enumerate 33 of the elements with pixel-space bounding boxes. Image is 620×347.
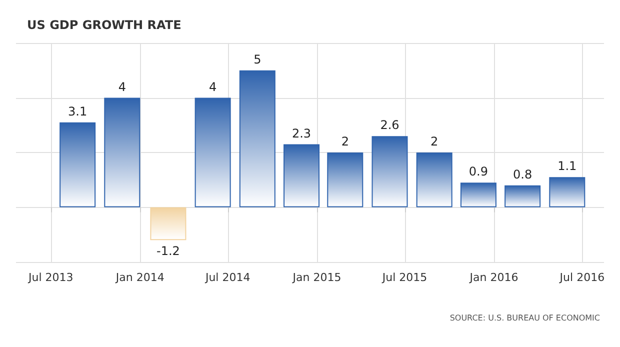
data-label: 2.6 [380,118,400,132]
bar [150,207,186,240]
x-tick-label: Jan 2015 [292,271,342,284]
data-label: 4 [118,80,126,94]
data-label: 4 [208,80,217,94]
x-tick-label: Jan 2014 [114,271,164,284]
x-tick-label: Jul 2014 [204,271,250,284]
data-label: 0.9 [468,164,488,179]
data-label: -1.2 [156,244,180,258]
bar [416,152,452,208]
data-label: 3.1 [68,104,88,118]
bar [460,182,496,208]
bar [239,70,276,208]
x-tick-label: Jul 2015 [381,271,428,284]
data-label: 0.8 [513,167,532,182]
data-label: 5 [254,52,262,66]
source-note: SOURCE: U.S. BUREAU OF ECONOMIC [450,314,600,322]
bar [372,136,408,208]
data-label: 1.1 [558,159,577,174]
bar [104,98,140,208]
x-tick-label: Jul 2016 [558,271,605,284]
x-tick-label: Jan 2016 [468,271,518,284]
bar [549,177,586,208]
data-label: 2.3 [292,126,312,140]
bar [327,152,364,208]
bar [284,144,320,208]
bar [60,122,96,208]
x-tick-label: Jul 2013 [28,271,74,284]
bar [504,185,541,208]
chart-title: US GDP GROWTH RATE [27,18,182,32]
data-label: 2 [341,134,349,148]
bar [194,98,231,208]
data-label: 2 [430,134,438,148]
